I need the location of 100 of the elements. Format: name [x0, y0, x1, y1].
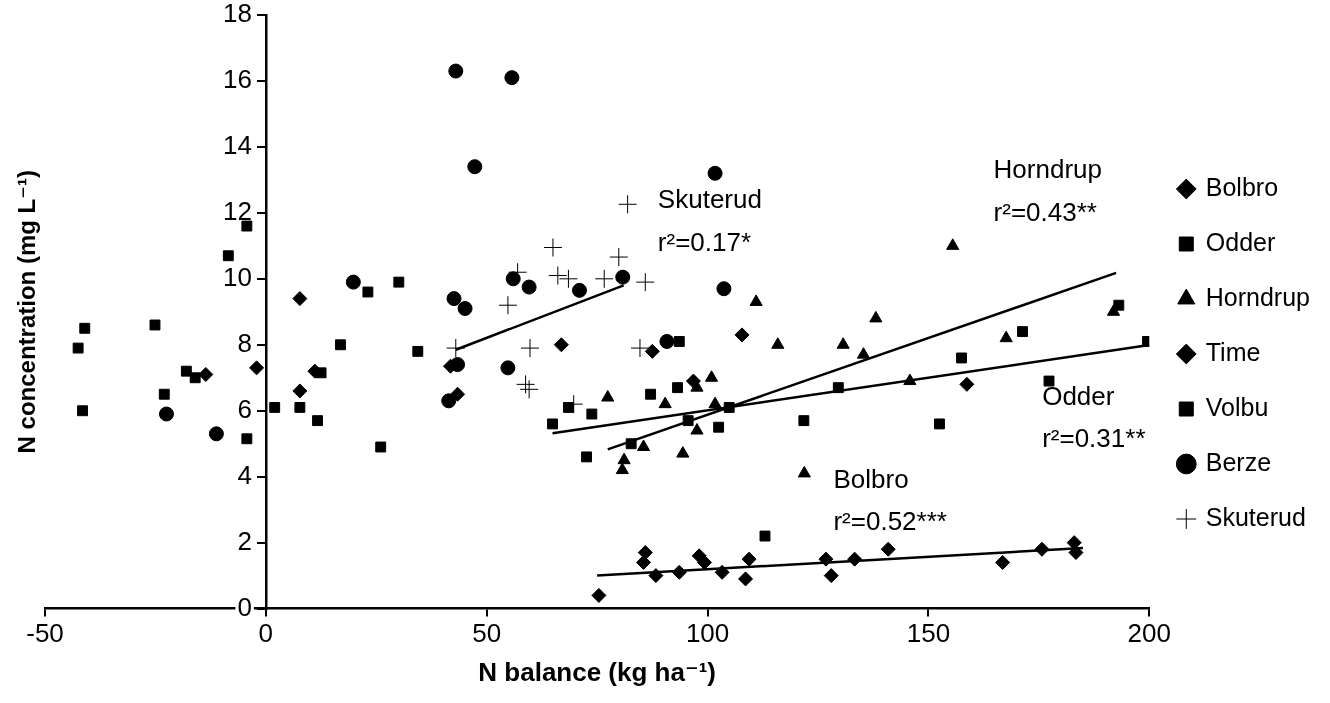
- point: [723, 401, 735, 413]
- point: [956, 352, 967, 364]
- point: [594, 269, 614, 289]
- point: [644, 343, 660, 359]
- point: [467, 159, 483, 175]
- point: [189, 372, 201, 384]
- point: [335, 339, 346, 351]
- x-axis-title: N balance (kg ha⁻¹): [478, 656, 716, 687]
- y-tick-label: 16: [222, 64, 252, 95]
- point: [798, 415, 810, 427]
- y-tick-label: 6: [237, 393, 252, 424]
- point: [1113, 299, 1125, 311]
- point: [520, 338, 540, 358]
- point: [741, 551, 757, 567]
- point: [676, 446, 690, 458]
- y-tick-label: 2: [237, 525, 252, 556]
- point: [671, 564, 687, 580]
- point: [158, 406, 174, 422]
- point: [312, 415, 323, 427]
- point: [615, 269, 631, 285]
- legend-label: Volbu: [1205, 392, 1269, 421]
- point: [630, 338, 650, 358]
- point: [645, 388, 657, 400]
- point: [823, 568, 839, 584]
- point: [586, 408, 598, 420]
- point: [714, 564, 730, 580]
- point: [72, 342, 84, 354]
- point: [690, 380, 704, 392]
- point: [601, 390, 615, 402]
- x-tick-label: 0: [258, 618, 274, 649]
- y-tick-label: 14: [222, 130, 252, 161]
- point: [79, 322, 91, 334]
- point: [618, 194, 638, 214]
- point: [847, 551, 863, 567]
- point: [521, 279, 537, 295]
- annotation: Horndrup: [993, 154, 1102, 185]
- x-tick-label: 200: [1127, 618, 1171, 649]
- point: [571, 282, 587, 298]
- y-tick-label: 10: [222, 261, 252, 292]
- point: [208, 426, 224, 442]
- y-tick-label: 4: [237, 459, 252, 490]
- point: [716, 281, 732, 297]
- point: [734, 327, 750, 343]
- x-tick-label: -50: [26, 618, 64, 649]
- legend-label: Time: [1205, 337, 1261, 366]
- point: [448, 63, 464, 79]
- x-tick-label: 150: [906, 618, 951, 649]
- y-tick-label: 8: [237, 327, 252, 358]
- point: [1034, 541, 1050, 557]
- point: [615, 462, 629, 475]
- point: [658, 396, 672, 409]
- x-tick-label: 50: [472, 618, 502, 649]
- point: [946, 238, 960, 250]
- point: [446, 291, 462, 307]
- point: [690, 423, 704, 435]
- point: [1017, 326, 1028, 338]
- point: [558, 269, 578, 289]
- point: [635, 272, 655, 292]
- point: [738, 571, 754, 587]
- point: [609, 247, 629, 267]
- point: [180, 365, 192, 377]
- point: [553, 337, 569, 353]
- point: [241, 220, 253, 232]
- point: [441, 393, 457, 409]
- point: [818, 551, 834, 567]
- point: [292, 383, 308, 399]
- legend-label: Odder: [1205, 227, 1276, 256]
- point: [198, 366, 214, 382]
- point: [617, 452, 631, 465]
- point: [412, 345, 424, 357]
- point: [903, 373, 917, 386]
- point: [995, 554, 1011, 570]
- point: [158, 388, 170, 400]
- point: [771, 337, 785, 349]
- point: [708, 396, 722, 409]
- point: [345, 274, 361, 290]
- point: [832, 382, 844, 394]
- point: [362, 286, 374, 298]
- point: [548, 266, 568, 286]
- point: [696, 554, 712, 570]
- point: [707, 165, 723, 181]
- point: [999, 330, 1013, 343]
- point: [562, 401, 574, 413]
- annotation: Bolbro: [833, 463, 909, 494]
- y-tick-label: 0: [237, 591, 252, 622]
- point: [880, 541, 896, 557]
- point: [294, 401, 306, 413]
- point: [269, 401, 281, 413]
- point: [636, 554, 652, 570]
- point: [249, 360, 265, 376]
- point: [672, 382, 683, 394]
- legend-label: Skuterud: [1205, 502, 1306, 531]
- point: [519, 379, 539, 399]
- y-tick-label: 18: [222, 0, 252, 29]
- annotation: r²=0.52***: [833, 505, 947, 536]
- point: [636, 439, 651, 452]
- point: [222, 250, 234, 262]
- legend-label: Berze: [1205, 447, 1272, 476]
- point: [713, 421, 725, 433]
- point: [934, 418, 945, 430]
